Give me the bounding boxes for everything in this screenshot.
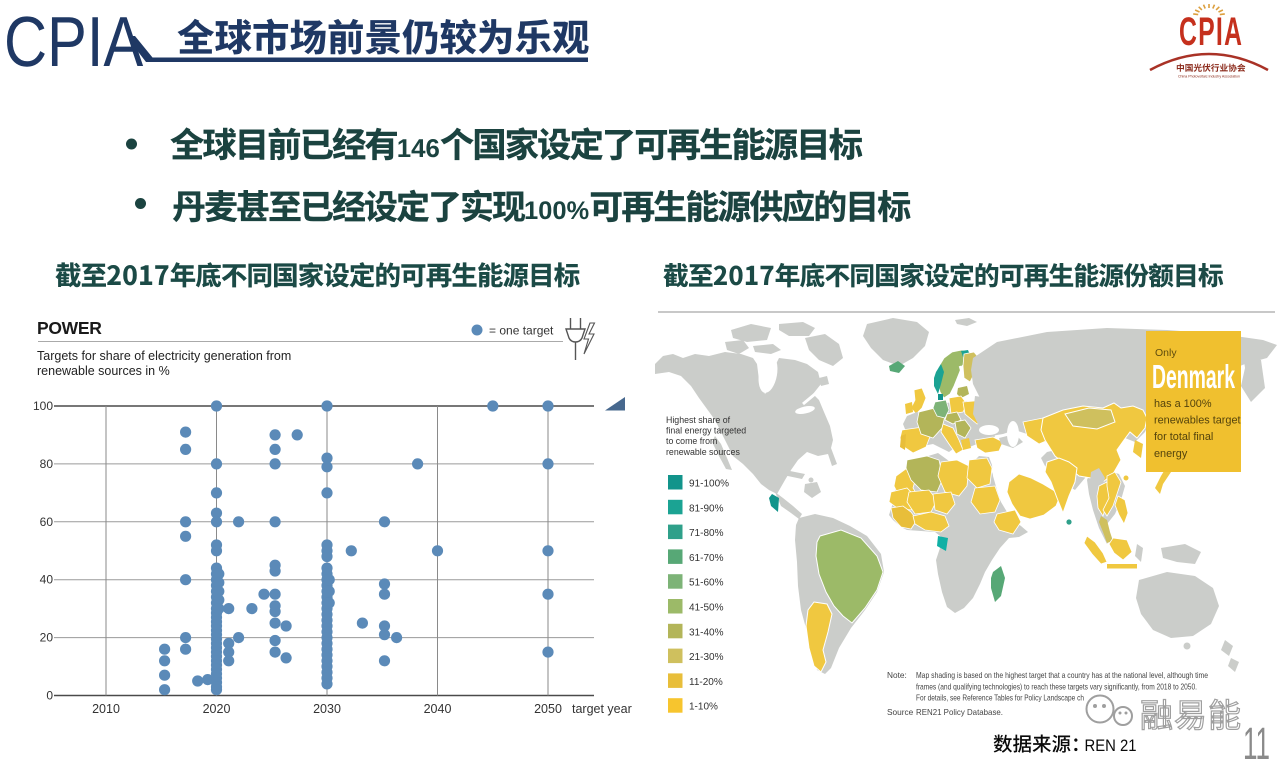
svg-text:80: 80: [40, 457, 54, 471]
svg-text:20: 20: [40, 631, 54, 645]
svg-text:2040: 2040: [424, 702, 452, 716]
svg-text:41-50%: 41-50%: [689, 603, 724, 614]
svg-text:21-30%: 21-30%: [689, 652, 724, 663]
svg-text:to come from: to come from: [666, 436, 717, 446]
svg-text:renewable sources: renewable sources: [666, 447, 740, 457]
svg-text:61-70%: 61-70%: [689, 553, 724, 564]
svg-text:2010: 2010: [92, 702, 120, 716]
svg-text:for total final: for total final: [1154, 431, 1213, 443]
svg-text:2050: 2050: [534, 702, 562, 716]
svg-text:2030: 2030: [313, 702, 341, 716]
svg-text:71-80%: 71-80%: [689, 528, 724, 539]
svg-text:Note:: Note:: [887, 670, 907, 680]
svg-text:Source: Source: [887, 707, 914, 717]
svg-text:energy: energy: [1154, 448, 1188, 460]
svg-text:91-100%: 91-100%: [689, 479, 729, 490]
svg-text:Denmark: Denmark: [1152, 358, 1235, 395]
svg-text:1-10%: 1-10%: [689, 702, 718, 713]
svg-text:Targets for share of electrici: Targets for share of electricity generat…: [37, 349, 291, 363]
svg-text:81-90%: 81-90%: [689, 503, 724, 514]
svg-text:REN21 Policy Database.: REN21 Policy Database.: [916, 707, 1003, 717]
svg-text:2020: 2020: [203, 702, 231, 716]
svg-text:has a 100%: has a 100%: [1154, 398, 1212, 410]
svg-text:Map shading is based on the hi: Map shading is based on the highest targ…: [916, 670, 1208, 680]
svg-text:target year: target year: [572, 702, 632, 716]
svg-text:Highest share of: Highest share of: [666, 415, 731, 425]
svg-text:11: 11: [1243, 718, 1270, 769]
svg-text:REN 21: REN 21: [1085, 737, 1137, 755]
svg-text:51-60%: 51-60%: [689, 578, 724, 589]
svg-text:40: 40: [40, 573, 54, 587]
svg-text:Only: Only: [1155, 347, 1177, 359]
svg-text:For details, see Reference Tab: For details, see Reference Tables for Po…: [916, 693, 1084, 703]
svg-text:100: 100: [33, 399, 53, 413]
svg-text:frames (and qualifying technol: frames (and qualifying technologies) to …: [916, 681, 1197, 691]
svg-text:final energy targeted: final energy targeted: [666, 426, 746, 436]
svg-text:31-40%: 31-40%: [689, 627, 724, 638]
svg-text:11-20%: 11-20%: [689, 677, 723, 688]
svg-text:China Photovoltaic Industry As: China Photovoltaic Industry Association: [1178, 74, 1240, 79]
svg-text:0: 0: [46, 689, 53, 703]
svg-text:= one target: = one target: [489, 324, 554, 338]
svg-text:renewables target: renewables target: [1154, 415, 1241, 427]
svg-text:POWER: POWER: [37, 318, 102, 338]
svg-text:60: 60: [40, 515, 54, 529]
svg-text:renewable sources in %: renewable sources in %: [37, 364, 170, 378]
